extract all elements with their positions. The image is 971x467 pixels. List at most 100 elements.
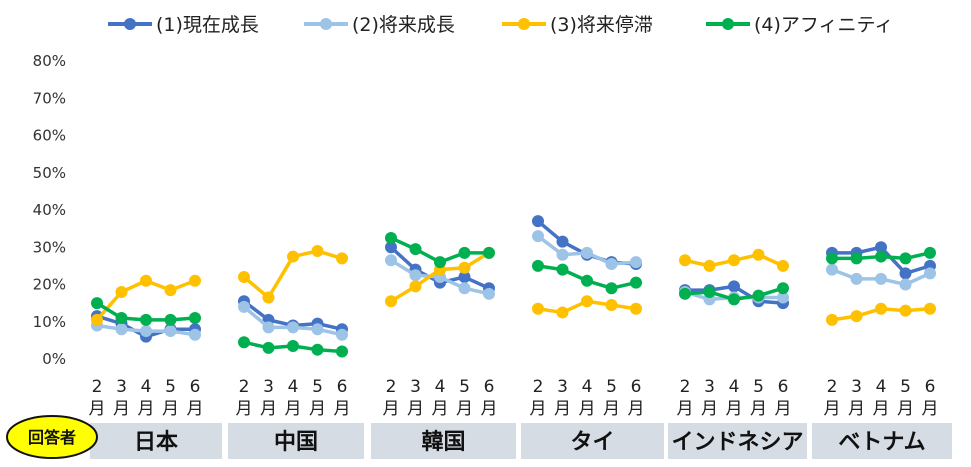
country-labels: 日本 中国 韓国 タイ インドネシア ベトナム [90,423,952,459]
country-group [385,231,495,308]
country-band [812,423,952,459]
data-point [556,235,569,248]
plot-area [91,215,936,358]
data-point [556,306,569,319]
data-point [630,276,642,289]
country-label: ベトナム [838,430,925,455]
legend-item: (3)将来停滞 [502,14,653,36]
data-point [238,336,250,349]
legend-label: (4)アフィニティ [754,14,893,36]
country-band [228,423,364,459]
country-group [679,248,789,310]
data-point [483,287,495,300]
data-point [91,297,103,310]
data-point [287,339,299,352]
data-point [115,285,128,298]
data-point [777,259,789,272]
respondent-label: 回答者 [28,428,76,447]
legend-item: (1)現在成長 [108,14,259,36]
data-point [336,328,348,341]
data-point [115,312,128,325]
data-point [189,274,201,287]
y-tick-label: 50% [33,164,66,182]
data-point [850,252,863,265]
data-point [311,323,324,336]
country-label: インドネシア [671,430,803,455]
legend-marker [124,18,136,30]
country-band [371,423,516,459]
y-tick-label: 80% [33,52,66,70]
country-band [668,423,807,459]
data-point [140,325,152,338]
data-point [826,252,838,265]
data-point [140,313,152,326]
data-point [164,313,177,326]
data-point [262,291,275,304]
data-point [458,261,471,274]
legend-item: (2)将来成長 [304,14,455,36]
legend-item: (4)アフィニティ [706,14,893,36]
legend-label: (2)将来成長 [352,14,455,36]
data-point [777,291,789,304]
data-point [581,246,593,259]
country-group [91,274,201,343]
data-point [875,250,887,263]
data-point [752,248,765,261]
y-tick-label: 70% [33,89,66,107]
data-point [311,343,324,356]
country-band [521,423,664,459]
data-point [899,304,912,317]
data-point [189,312,201,325]
data-point [434,256,446,269]
data-point [703,285,716,298]
data-point [409,243,422,256]
respondent-badge-shape [6,415,98,459]
y-tick-label: 10% [33,313,66,331]
legend-label: (1)現在成長 [156,14,259,36]
legend-marker [518,18,530,30]
country-group [826,241,936,326]
country-label: タイ [570,430,614,455]
data-point [728,280,740,293]
data-point [532,302,544,315]
data-point [728,293,740,306]
data-point [164,325,177,338]
data-point [581,274,593,287]
data-point [189,328,201,341]
data-point [630,302,642,315]
data-point [875,241,887,254]
data-point [238,271,250,284]
data-point [483,246,495,259]
data-point [115,323,128,336]
data-point [703,259,716,272]
data-point [385,295,397,308]
country-label: 中国 [274,430,318,455]
data-point [385,254,397,267]
data-point [336,252,348,265]
data-point [311,244,324,257]
data-point [336,345,348,358]
data-point [924,246,936,259]
legend: (1)現在成長 (2)将来成長 (3)将来停滞 (4)アフィニティ [108,14,893,36]
y-axis: 0% 10% 20% 30% 40% 50% 60% 70% 80% [33,52,66,368]
data-point [458,271,471,284]
data-point [899,278,912,291]
data-point [458,282,471,295]
data-point [752,289,765,302]
data-point [385,241,397,254]
